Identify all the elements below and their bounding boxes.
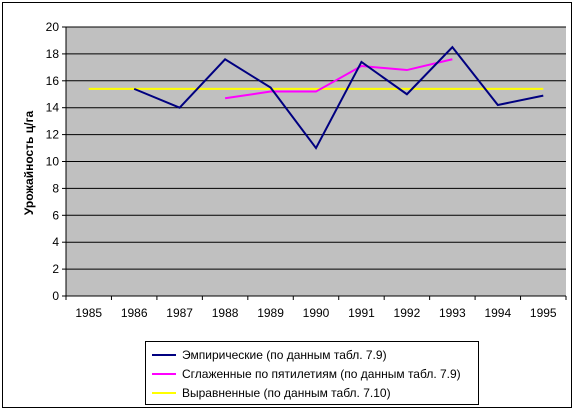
x-tick-label: 1987 <box>166 306 193 320</box>
chart-frame: 0 2 4 6 8 10 12 14 16 18 20 1985 1986 1987 1988 1989 19… <box>2 2 572 408</box>
x-tick-label: 1994 <box>484 306 511 320</box>
y-tick-label: 20 <box>46 20 60 34</box>
legend-label: Выравненные (по данным табл. 7.10) <box>182 385 391 400</box>
y-tick-label: 16 <box>46 74 60 88</box>
y-tick-label: 6 <box>52 208 59 222</box>
legend-label: Сглаженные по пятилетиям (по данным табл… <box>182 366 461 381</box>
legend-swatch-smoothed <box>152 372 176 375</box>
legend-swatch-trend <box>152 391 176 394</box>
series-line-0 <box>133 45 544 150</box>
y-axis-label: Урожайность ц/га <box>22 111 36 216</box>
legend-item: Сглаженные по пятилетиям (по данным табл… <box>146 364 478 383</box>
x-tick-label: 1995 <box>530 306 557 320</box>
x-tick-label: 1988 <box>212 306 239 320</box>
x-tick-label: 1993 <box>439 306 466 320</box>
x-tick-label: 1986 <box>121 306 148 320</box>
legend-item: Эмпирические (по данным табл. 7.9) <box>146 345 478 364</box>
y-tick-label: 8 <box>52 181 59 195</box>
y-tick-label: 2 <box>52 262 59 276</box>
x-tick-label: 1985 <box>75 306 102 320</box>
x-tick-label: 1990 <box>303 306 330 320</box>
legend-label: Эмпирические (по данным табл. 7.9) <box>182 347 387 362</box>
x-tick-label: 1991 <box>348 306 375 320</box>
legend-swatch-empirical <box>152 353 176 356</box>
y-tick-label: 14 <box>46 101 60 115</box>
legend: Эмпирические (по данным табл. 7.9) Сглаж… <box>145 341 479 405</box>
y-tick-label: 0 <box>52 289 59 303</box>
series-line-1 <box>224 58 453 100</box>
y-tick-label: 18 <box>46 47 60 61</box>
y-tick-label: 4 <box>52 235 59 249</box>
line-chart: 0 2 4 6 8 10 12 14 16 18 20 1985 1986 1987 1988 1989 19… <box>22 20 567 320</box>
y-tick-label: 10 <box>46 155 60 169</box>
legend-item: Выравненные (по данным табл. 7.10) <box>146 383 478 402</box>
y-tick-label: 12 <box>46 128 60 142</box>
x-tick-label: 1989 <box>257 306 284 320</box>
x-tick-label: 1992 <box>394 306 421 320</box>
